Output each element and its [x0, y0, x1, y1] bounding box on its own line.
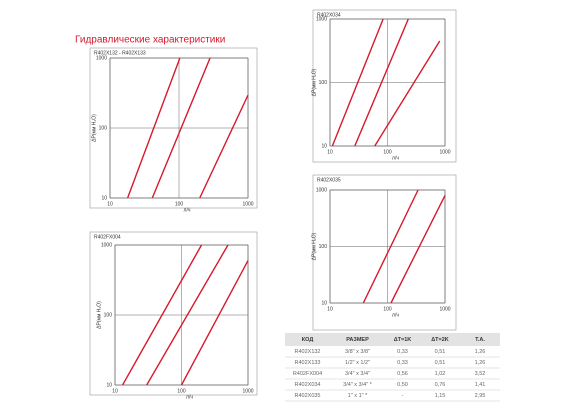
table-cell: 0,33 [397, 349, 408, 355]
x-tick-label: 100 [175, 201, 184, 207]
table-cell: 0,56 [397, 371, 408, 377]
y-axis-label: ΔP(мм H₂O) [311, 232, 317, 260]
table-header: ΔT=2K [431, 337, 449, 343]
table-cell: 3/4" x 3/4" [345, 371, 370, 377]
table-header: ΔT=1K [394, 337, 412, 343]
table-header-bg [285, 333, 500, 346]
chart-title: R402X034 [317, 12, 341, 18]
x-axis-label: л/ч [392, 155, 399, 161]
y-tick-label: 100 [99, 125, 108, 131]
y-tick-label: 1000 [101, 242, 112, 248]
table-cell: R402X034 [295, 382, 321, 388]
chart-title: R402X132 - R402X133 [94, 50, 146, 56]
x-tick-label: 10 [327, 149, 333, 155]
y-tick-label: 10 [106, 382, 112, 388]
y-tick-label: 100 [319, 80, 328, 86]
line-series [390, 195, 446, 304]
chart-title: R402FX004 [94, 234, 121, 240]
x-tick-label: 10 [112, 388, 118, 394]
line-series [180, 260, 249, 386]
x-tick-label: 1000 [439, 306, 450, 312]
y-tick-label: 1000 [96, 55, 107, 61]
table-cell: 0,51 [435, 349, 446, 355]
table-cell: 1,41 [475, 382, 486, 388]
table-cell: 0,50 [397, 382, 408, 388]
y-tick-label: 10 [321, 300, 327, 306]
line-series [151, 57, 211, 199]
line-series [354, 18, 409, 147]
y-axis-label: ΔP(мм H₂O) [311, 68, 317, 96]
table-cell: 1,26 [475, 360, 486, 366]
x-tick-label: 10 [107, 201, 113, 207]
x-tick-label: 1000 [439, 149, 450, 155]
y-axis-label: ΔP(мм H₂O) [91, 114, 97, 142]
y-axis-label: ΔP(мм H₂O) [96, 301, 102, 329]
table-cell: 3,52 [475, 371, 486, 377]
table-cell: R402X133 [295, 360, 321, 366]
line-series [331, 18, 384, 147]
table-cell: R402FX004 [293, 371, 322, 377]
x-tick-label: 1000 [242, 201, 253, 207]
line-series [146, 244, 229, 386]
table-cell: 3/4" x 3/4" * [343, 382, 373, 388]
x-tick-label: 100 [177, 388, 186, 394]
y-tick-label: 1000 [316, 187, 327, 193]
x-axis-label: л/ч [392, 312, 399, 318]
x-tick-label: 100 [383, 306, 392, 312]
line-series [121, 244, 203, 386]
table-cell: - [402, 393, 404, 399]
chart-frame [312, 174, 457, 331]
chart-frame [89, 231, 258, 396]
x-tick-label: 10 [327, 306, 333, 312]
y-tick-label: 100 [319, 244, 328, 250]
y-tick-label: 100 [104, 312, 113, 318]
table-header: T.A. [475, 337, 485, 343]
table-cell: 0,51 [435, 360, 446, 366]
table-cell: 1/2" x 1/2" [345, 360, 370, 366]
table-cell: 1,26 [475, 349, 486, 355]
table-cell: 0,76 [435, 382, 446, 388]
table-cell: 3/8" x 3/8" [345, 349, 370, 355]
y-tick-label: 10 [321, 143, 327, 149]
y-tick-label: 1000 [316, 16, 327, 22]
table-cell: R402X035 [295, 393, 321, 399]
line-series [126, 57, 181, 199]
x-axis-label: л/ч [184, 207, 191, 213]
table-cell: 0,33 [397, 360, 408, 366]
table-header: РАЗМЕР [346, 337, 369, 343]
table-cell: 1,02 [435, 371, 446, 377]
line-series [374, 40, 441, 147]
table-header: КОД [302, 337, 314, 343]
table-cell: 1,15 [435, 393, 446, 399]
x-tick-label: 1000 [242, 388, 253, 394]
table-cell: 1" x 1" * [348, 393, 368, 399]
line-series [199, 94, 249, 199]
x-tick-label: 100 [383, 149, 392, 155]
x-axis-label: л/ч [186, 394, 193, 400]
table-cell: R402X132 [295, 349, 321, 355]
line-series [362, 189, 419, 304]
chart-title: R402X035 [317, 177, 341, 183]
y-tick-label: 10 [101, 195, 107, 201]
table-cell: 2,95 [475, 393, 486, 399]
page-title: Гидравлические характеристики [75, 35, 225, 46]
